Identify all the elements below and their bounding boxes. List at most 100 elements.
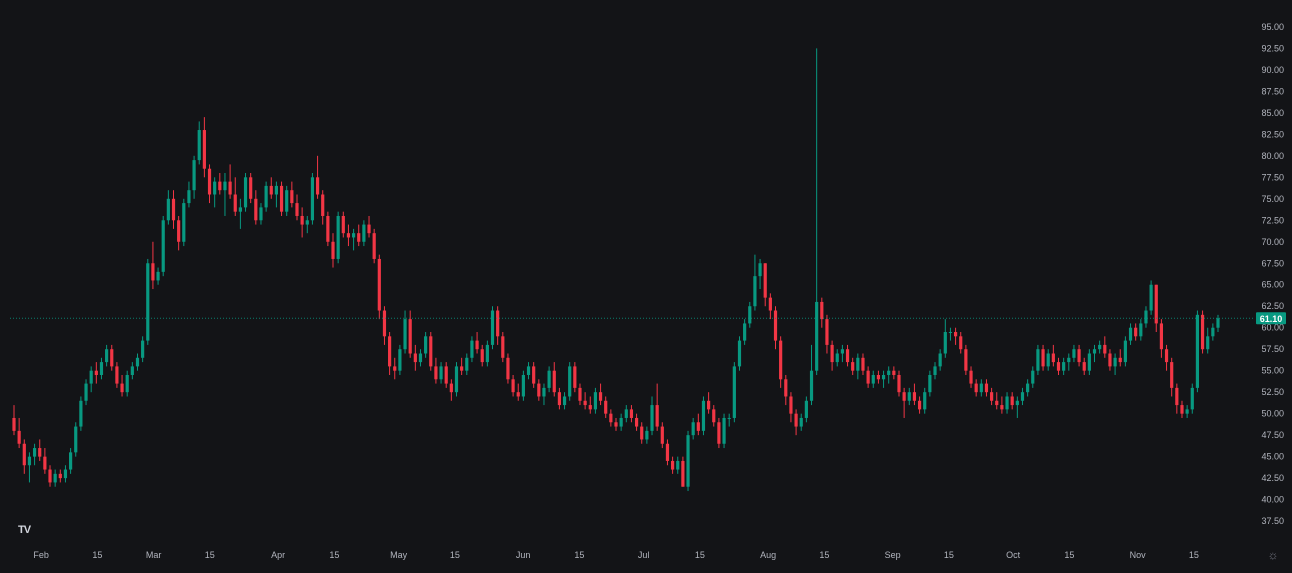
candle-body — [187, 190, 191, 204]
candle-body — [1139, 323, 1143, 337]
y-tick-label: 70.00 — [1261, 237, 1284, 247]
candle-body — [84, 383, 88, 401]
candle-body — [840, 349, 844, 354]
candle-body — [737, 340, 742, 367]
candle-body — [171, 198, 176, 221]
candle — [1164, 344, 1169, 371]
candle-body — [701, 400, 706, 431]
candle — [825, 314, 829, 354]
candle — [784, 374, 788, 406]
candle — [696, 413, 700, 436]
candle-body — [753, 276, 757, 307]
candle-body — [17, 430, 21, 444]
candle — [444, 362, 448, 388]
candle-body — [1067, 357, 1071, 363]
candle — [110, 344, 114, 371]
candle — [171, 190, 176, 229]
candle-body — [351, 233, 356, 238]
candle — [254, 190, 258, 225]
candle — [485, 340, 489, 367]
candle-body — [799, 417, 803, 427]
candle-body — [681, 460, 685, 487]
candle-body — [496, 310, 500, 337]
candle-body — [105, 349, 109, 363]
candle — [1195, 310, 1200, 393]
candle-body — [789, 396, 793, 414]
candle — [480, 344, 484, 367]
x-tick-label: 15 — [329, 550, 339, 560]
candle-body — [1072, 349, 1076, 358]
candle-body — [141, 340, 145, 358]
candle-body — [32, 448, 37, 457]
candle — [511, 374, 515, 397]
candle-body — [177, 220, 181, 242]
candle — [367, 215, 371, 238]
candle-body — [619, 417, 623, 427]
candle-body — [578, 387, 582, 401]
candle-body — [1180, 405, 1184, 414]
candle-body — [902, 392, 906, 401]
candle — [125, 370, 129, 397]
candle-body — [382, 310, 387, 337]
candle — [1067, 353, 1071, 371]
candle — [737, 336, 742, 371]
candle — [1113, 353, 1117, 375]
candle — [665, 439, 670, 466]
candle — [331, 233, 335, 268]
candle — [1103, 336, 1107, 358]
candle — [326, 211, 330, 247]
candle-body — [115, 366, 119, 384]
candle-body — [264, 185, 268, 208]
chart-settings-icon[interactable]: ☼ — [1267, 548, 1279, 562]
candle-body — [526, 366, 531, 375]
candle-body — [326, 215, 330, 242]
candle — [151, 241, 155, 290]
candle — [74, 422, 78, 457]
candle-body — [408, 319, 412, 354]
candle — [305, 215, 309, 234]
candle — [794, 409, 798, 436]
candle — [156, 267, 160, 285]
candle-body — [959, 336, 963, 350]
candle — [382, 306, 387, 345]
candle — [398, 344, 402, 375]
candle-body — [243, 177, 248, 208]
candle-body — [63, 469, 68, 479]
candle — [861, 353, 865, 375]
candle-body — [809, 370, 814, 401]
candle-body — [933, 366, 937, 375]
candle-body — [665, 443, 670, 461]
candle-body — [480, 349, 484, 363]
candle-body — [460, 366, 464, 371]
candle — [32, 443, 37, 466]
candle-body — [604, 400, 608, 414]
y-axis: 37.50 40.00 42.50 45.00 47.50 50.00 52.50 55.00… — [1261, 22, 1284, 526]
candle — [516, 383, 520, 401]
candle-body — [161, 220, 165, 272]
candle — [501, 332, 505, 363]
y-tick-label: 47.50 — [1261, 430, 1284, 440]
candle-body — [557, 392, 561, 406]
candle-body — [321, 194, 325, 216]
candle-body — [454, 366, 459, 393]
candle — [135, 353, 140, 371]
candle-body — [830, 344, 834, 363]
candle-body — [707, 400, 711, 410]
candle-body — [573, 366, 577, 388]
candle-body — [1082, 362, 1086, 371]
candle — [269, 177, 273, 199]
candle-body — [228, 181, 232, 195]
candle — [460, 357, 464, 375]
candle — [676, 456, 680, 474]
candle — [707, 392, 711, 414]
candle-body — [413, 353, 417, 363]
candle-body — [511, 379, 515, 393]
candle — [1005, 392, 1009, 414]
candle — [768, 293, 772, 320]
candle — [300, 207, 304, 238]
y-tick-label: 55.00 — [1261, 366, 1284, 376]
candle — [1159, 319, 1163, 358]
candle-body — [1015, 400, 1019, 406]
